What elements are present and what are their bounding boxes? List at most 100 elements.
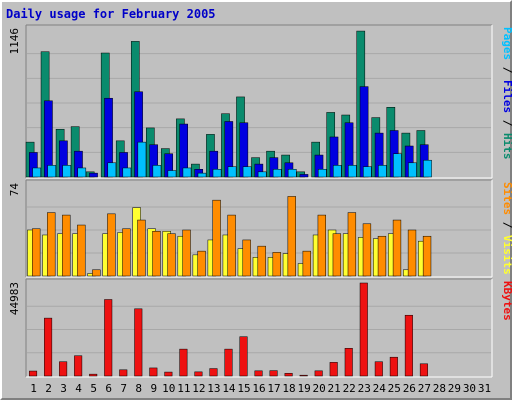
- bar-pages-day-12: [197, 172, 207, 178]
- bar-kbytes-day-9: [149, 367, 158, 377]
- bar-sites-day-8: [137, 219, 146, 277]
- bar-sites-day-15: [242, 239, 251, 277]
- bar-kbytes-day-26: [404, 314, 413, 377]
- bar-pages-day-2: [47, 165, 57, 178]
- bar-sites-day-19: [302, 250, 311, 277]
- x-tick-label-day-4: 4: [75, 382, 82, 395]
- bar-pages-day-11: [182, 167, 192, 178]
- bar-sites-day-7: [122, 228, 131, 277]
- bar-sites-day-18: [287, 196, 296, 277]
- chart-title: Daily usage for February 2005: [6, 7, 216, 21]
- bar-kbytes-day-8: [134, 308, 143, 377]
- bar-kbytes-day-11: [179, 348, 188, 377]
- x-tick-label-day-13: 13: [207, 382, 220, 395]
- bar-kbytes-day-2: [44, 317, 53, 377]
- bar-pages-day-20: [317, 169, 327, 178]
- x-tick-label-day-25: 25: [388, 382, 401, 395]
- bar-pages-day-16: [257, 171, 267, 178]
- bar-pages-day-13: [212, 169, 222, 178]
- bar-sites-day-17: [272, 252, 281, 277]
- x-tick-label-day-1: 1: [30, 382, 37, 395]
- x-tick-label-day-11: 11: [177, 382, 190, 395]
- bar-sites-day-1: [32, 228, 41, 277]
- x-tick-label-day-30: 30: [463, 382, 476, 395]
- bar-kbytes-day-12: [194, 371, 203, 377]
- bar-sites-day-24: [377, 235, 387, 277]
- bar-sites-day-6: [107, 213, 116, 277]
- bar-kbytes-day-6: [104, 299, 113, 377]
- bar-pages-day-15: [242, 166, 252, 178]
- bar-pages-day-6: [107, 162, 117, 178]
- bar-pages-day-26: [408, 162, 417, 178]
- bar-pages-day-10: [167, 170, 177, 178]
- legend-label-part: Files: [501, 80, 512, 113]
- x-tick-label-day-28: 28: [433, 382, 446, 395]
- legend-label-part: /: [501, 215, 512, 235]
- bar-sites-day-20: [317, 214, 326, 277]
- x-tick-label-day-12: 12: [192, 382, 205, 395]
- bar-kbytes-day-21: [329, 362, 338, 377]
- x-tick-label-day-26: 26: [403, 382, 416, 395]
- x-tick-label-day-9: 9: [150, 382, 157, 395]
- bar-pages-day-25: [393, 153, 402, 178]
- x-tick-label-day-15: 15: [237, 382, 250, 395]
- x-tick-label-day-17: 17: [267, 382, 280, 395]
- bar-pages-day-23: [363, 166, 372, 178]
- bar-kbytes-day-4: [74, 355, 83, 377]
- bar-sites-day-4: [77, 224, 86, 277]
- bar-pages-day-18: [287, 169, 297, 178]
- panel-series-label: KBytes: [501, 281, 512, 321]
- bar-files-day-19: [299, 174, 309, 178]
- x-tick-label-day-10: 10: [162, 382, 175, 395]
- bar-kbytes-day-10: [164, 371, 173, 377]
- series-kbytes: [29, 282, 428, 377]
- x-tick-label-day-23: 23: [358, 382, 371, 395]
- bar-kbytes-day-19: [299, 374, 308, 377]
- x-tick-label-day-27: 27: [418, 382, 431, 395]
- panel-hits_files_pages: 1146 Pages / Files / Hits: [8, 24, 512, 179]
- bar-pages-day-9: [152, 165, 162, 178]
- bar-sites-day-23: [362, 223, 372, 277]
- bar-pages-day-22: [348, 165, 357, 178]
- legend-label-part: KBytes: [501, 281, 512, 321]
- legend-label-part: Pages: [501, 27, 512, 60]
- bar-sites-day-9: [152, 230, 161, 277]
- bar-kbytes-day-25: [389, 356, 398, 377]
- bar-pages-day-24: [378, 165, 387, 178]
- x-tick-label-day-14: 14: [222, 382, 236, 395]
- x-tick-label-day-19: 19: [297, 382, 310, 395]
- bar-kbytes-day-18: [284, 373, 293, 377]
- bar-sites-day-21: [332, 233, 342, 277]
- bar-kbytes-day-15: [239, 336, 248, 377]
- bar-kbytes-day-5: [89, 373, 98, 377]
- bar-pages-day-7: [122, 167, 132, 178]
- legend-label-part: Visits: [501, 235, 512, 275]
- bar-kbytes-day-14: [224, 348, 233, 377]
- bar-files-day-23: [359, 86, 369, 178]
- panel-series-label: Sites / Visits: [501, 182, 512, 275]
- bar-kbytes-day-7: [119, 369, 128, 377]
- x-tick-label-day-2: 2: [45, 382, 52, 395]
- bar-kbytes-day-16: [254, 370, 263, 377]
- bar-kbytes-day-22: [344, 348, 353, 377]
- bar-sites-day-3: [62, 214, 71, 277]
- bar-sites-day-13: [212, 199, 221, 277]
- x-tick-label-day-5: 5: [90, 382, 97, 395]
- x-tick-label-day-31: 31: [478, 382, 491, 395]
- bar-sites-day-26: [407, 229, 417, 277]
- bar-sites-day-10: [167, 233, 176, 277]
- bar-sites-day-12: [197, 250, 206, 277]
- x-tick-label-day-16: 16: [252, 382, 265, 395]
- bar-pages-day-8: [137, 141, 147, 178]
- x-tick-label-day-24: 24: [373, 382, 387, 395]
- bar-pages-day-17: [272, 169, 282, 178]
- x-tick-label-day-21: 21: [328, 382, 341, 395]
- panel-max-label: 74: [8, 183, 21, 197]
- x-tick-label-day-8: 8: [135, 382, 142, 395]
- legend-label-part: /: [501, 60, 512, 80]
- bar-pages-day-3: [62, 165, 72, 178]
- series-sites: [32, 196, 432, 277]
- series-pages: [32, 141, 432, 178]
- x-tick-label-day-29: 29: [448, 382, 461, 395]
